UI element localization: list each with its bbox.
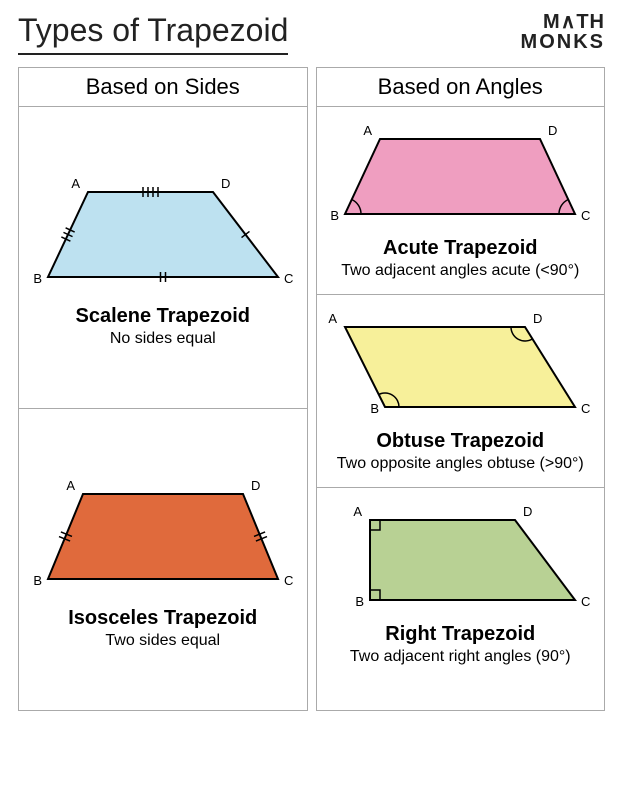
right-desc: Two adjacent right angles (90°) bbox=[325, 648, 597, 666]
cell-right: A D B C Right Trapezoid Two adjacent right … bbox=[317, 488, 605, 680]
logo: M∧TH MONKS bbox=[521, 12, 605, 52]
obtuse-title: Obtuse Trapezoid bbox=[325, 430, 597, 453]
col-sides-header: Based on Sides bbox=[19, 68, 307, 107]
svg-text:D: D bbox=[523, 504, 532, 519]
scalene-title: Scalene Trapezoid bbox=[27, 305, 299, 328]
svg-text:C: C bbox=[284, 573, 293, 588]
logo-line2: MONKS bbox=[521, 32, 605, 52]
cell-scalene: A D B C Scalene Trapezoid No sides equal bbox=[19, 107, 307, 409]
svg-text:B: B bbox=[371, 401, 380, 416]
isosceles-trapezoid-svg: A D B C bbox=[28, 469, 298, 599]
svg-text:C: C bbox=[581, 401, 590, 416]
svg-text:B: B bbox=[33, 271, 42, 286]
svg-text:B: B bbox=[331, 208, 340, 223]
logo-line1: M∧TH bbox=[521, 12, 605, 32]
scalene-trapezoid-svg: A D B C bbox=[28, 167, 298, 297]
columns: Based on Sides A D B C Scalene Trapezoid No… bbox=[18, 67, 605, 711]
acute-desc: Two adjacent angles acute (<90°) bbox=[325, 262, 597, 280]
cell-acute: A D B C Acute Trapezoid Two adjacent angles… bbox=[317, 107, 605, 295]
svg-text:A: A bbox=[66, 478, 75, 493]
svg-text:D: D bbox=[533, 311, 542, 326]
svg-text:C: C bbox=[284, 271, 293, 286]
svg-text:D: D bbox=[221, 176, 230, 191]
obtuse-desc: Two opposite angles obtuse (>90°) bbox=[325, 455, 597, 473]
acute-title: Acute Trapezoid bbox=[325, 237, 597, 260]
svg-text:D: D bbox=[251, 478, 260, 493]
svg-text:A: A bbox=[364, 123, 373, 138]
isosceles-desc: Two sides equal bbox=[27, 632, 299, 650]
acute-trapezoid-svg: A D B C bbox=[325, 119, 595, 229]
svg-text:B: B bbox=[356, 594, 365, 609]
svg-text:A: A bbox=[71, 176, 80, 191]
col-angles: Based on Angles A D B C Acute Trapezoid Two… bbox=[316, 67, 606, 711]
svg-text:D: D bbox=[548, 123, 557, 138]
cell-isosceles: A D B C Isosceles Trapezoid Two sides equal bbox=[19, 409, 307, 710]
svg-text:C: C bbox=[581, 208, 590, 223]
svg-text:A: A bbox=[329, 311, 338, 326]
right-trapezoid-svg: A D B C bbox=[325, 500, 595, 615]
col-sides: Based on Sides A D B C Scalene Trapezoid No… bbox=[18, 67, 308, 711]
svg-text:A: A bbox=[354, 504, 363, 519]
isosceles-title: Isosceles Trapezoid bbox=[27, 607, 299, 630]
col-angles-header: Based on Angles bbox=[317, 68, 605, 107]
right-title: Right Trapezoid bbox=[325, 623, 597, 646]
svg-text:C: C bbox=[581, 594, 590, 609]
scalene-desc: No sides equal bbox=[27, 330, 299, 348]
cell-obtuse: A D B C Obtuse Trapezoid Two opposite angle… bbox=[317, 295, 605, 488]
obtuse-trapezoid-svg: A D B C bbox=[325, 307, 595, 422]
svg-text:B: B bbox=[33, 573, 42, 588]
main-title: Types of Trapezoid bbox=[18, 12, 288, 55]
